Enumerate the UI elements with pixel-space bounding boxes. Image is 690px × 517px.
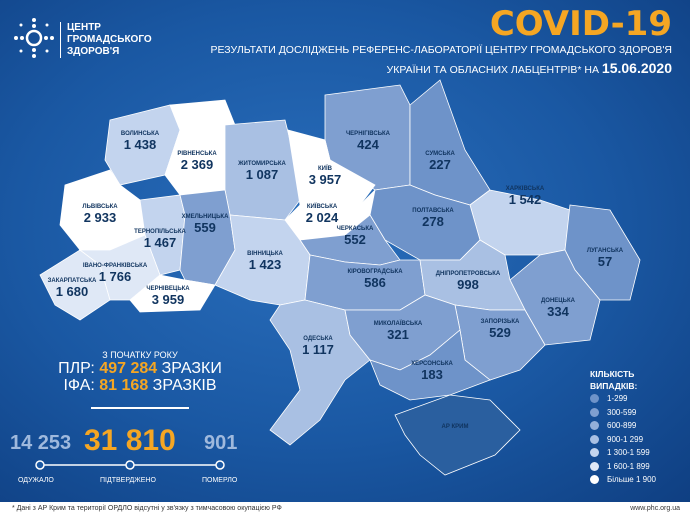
region-value: 552 — [344, 232, 366, 247]
website-link[interactable]: www.phc.org.ua — [630, 505, 680, 512]
footnote: * Дані з АР Крим та території ОРДЛО відс… — [12, 505, 282, 512]
org-name: ЦЕНТР ГРОМАДСЬКОГО ЗДОРОВ'Я — [60, 22, 152, 58]
region-label: КИЇВ — [318, 165, 333, 172]
legend-label: 600-899 — [607, 421, 637, 431]
region-shape — [409, 79, 491, 206]
recovered-count: 14 253 — [10, 432, 72, 454]
region-label: ЖИТОМИРСЬКА — [237, 161, 286, 167]
region-label: ДНІПРОПЕТРОВСЬКА — [436, 271, 501, 277]
deaths-count: 901 — [204, 432, 238, 454]
region-value: 1 087 — [246, 167, 279, 182]
region-label: ДОНЕЦЬКА — [541, 298, 576, 304]
infographic: ЦЕНТР ГРОМАДСЬКОГО ЗДОРОВ'Я COVID-19 РЕЗ… — [0, 0, 690, 502]
subtitle-date-line: УКРАЇНИ ТА ОБЛАСНИХ ЛАБЦЕНТРІВ* НА 15.06… — [386, 60, 672, 76]
legend-label: 900-1 299 — [607, 434, 644, 444]
region-value: 559 — [194, 220, 216, 235]
region-label: МИКОЛАЇВСЬКА — [374, 320, 423, 327]
region-value: 529 — [489, 325, 511, 340]
region-shape — [164, 99, 236, 196]
region-label: ЗАПОРІЗЬКА — [481, 319, 520, 325]
legend-swatch — [590, 448, 599, 458]
region-value: 1 423 — [249, 257, 282, 272]
region-value: 2 369 — [181, 157, 214, 172]
region-value: 424 — [357, 137, 379, 152]
legend: КІЛЬКІСТЬ ВИПАДКІВ: 1-299 300-599 600-899 9… — [590, 368, 656, 487]
region-value: 227 — [429, 157, 451, 172]
region-value: 1 542 — [509, 192, 542, 207]
region-value: 3 957 — [309, 172, 342, 187]
region-value: 1 467 — [144, 235, 177, 250]
recovered-label: ОДУЖАЛО — [18, 477, 54, 484]
confirmed-count: 31 810 — [84, 424, 176, 457]
region-value: 3 959 — [152, 292, 185, 307]
region-value: 321 — [387, 327, 409, 342]
legend-label: 300-599 — [607, 407, 637, 417]
region-label: ЗАКАРПАТСЬКА — [48, 278, 97, 284]
region-label: ХЕРСОНСЬКА — [411, 361, 453, 367]
legend-item: 1 300-1 599 — [590, 446, 656, 460]
subtitle: РЕЗУЛЬТАТИ ДОСЛІДЖЕНЬ РЕФЕРЕНС-ЛАБОРАТОР… — [210, 44, 672, 56]
legend-item: 600-899 — [590, 419, 656, 433]
region-label: ЧЕРНІГІВСЬКА — [346, 131, 391, 137]
region-value: 1 438 — [124, 137, 157, 152]
region-value: 1 680 — [56, 284, 89, 299]
page-title: COVID-19 — [489, 4, 672, 44]
region-label: ОДЕСЬКА — [303, 336, 333, 342]
region-value: 183 — [421, 367, 443, 382]
legend-item: Більше 1 900 — [590, 473, 656, 487]
region-value: 998 — [457, 277, 479, 292]
region-label: ЧЕРКАСЬКА — [337, 226, 374, 232]
region-value: 278 — [422, 214, 444, 229]
region-value: 1 117 — [302, 342, 334, 357]
confirmed-label: ПІДТВЕРДЖЕНО — [100, 477, 156, 484]
region-label: ТЕРНОПІЛЬСЬКА — [134, 229, 186, 235]
region-value: 1 766 — [99, 269, 132, 284]
legend-label: 1-299 — [607, 394, 628, 404]
region-label: КІРОВОГРАДСЬКА — [347, 269, 403, 275]
legend-swatch — [590, 461, 599, 471]
region-label: ХАРКІВСЬКА — [506, 186, 545, 192]
region-label: КИЇВСЬКА — [307, 203, 338, 210]
tests-summary: З ПОЧАТКУ РОКУ ПЛР: 497 284 ЗРАЗКИ ІФА: … — [20, 350, 260, 409]
legend-swatch — [590, 475, 599, 485]
region-shape — [129, 274, 216, 313]
region-label: ЛУГАНСЬКА — [587, 248, 624, 254]
region-value: 2 024 — [306, 210, 339, 225]
phc-logo-icon — [14, 18, 54, 58]
legend-swatch — [590, 434, 599, 444]
legend-label: 1 300-1 599 — [607, 448, 650, 458]
timeline-line — [35, 460, 225, 470]
region-label: ПОЛТАВСЬКА — [412, 208, 454, 214]
legend-swatch — [590, 407, 599, 417]
deaths-label: ПОМЕРЛО — [202, 477, 238, 484]
region-label: ЛЬВІВСЬКА — [82, 204, 118, 210]
legend-swatch — [590, 394, 599, 404]
legend-label: Більше 1 900 — [607, 475, 656, 485]
legend-item: 1-299 — [590, 392, 656, 406]
region-shape — [369, 329, 491, 401]
report-date: 15.06.2020 — [601, 60, 672, 76]
legend-item: 300-599 — [590, 406, 656, 420]
legend-item: 900-1 299 — [590, 433, 656, 447]
legend-label: 1 600-1 899 — [607, 461, 650, 471]
region-label: ЧЕРНІВЕЦЬКА — [146, 286, 190, 292]
region-value: 57 — [598, 254, 612, 269]
region-value: 586 — [364, 275, 386, 290]
region-label: ВІННИЦЬКА — [247, 251, 283, 257]
legend-swatch — [590, 421, 599, 431]
region-value: 2 933 — [84, 210, 117, 225]
region-label: АР КРИМ — [442, 424, 469, 430]
case-totals: 14 253 31 810 901 — [8, 424, 248, 464]
region-label: СУМСЬКА — [425, 151, 455, 157]
region-shape — [394, 394, 521, 476]
region-label: ВОЛИНСЬКА — [121, 131, 160, 137]
region-label: РІВНЕНСЬКА — [177, 151, 217, 157]
legend-item: 1 600-1 899 — [590, 460, 656, 474]
region-label: ХМЕЛЬНИЦЬКА — [182, 214, 230, 220]
region-value: 334 — [547, 304, 569, 319]
region-label: ІВАНО-ФРАНКІВСЬКА — [83, 263, 148, 269]
divider — [91, 407, 189, 409]
